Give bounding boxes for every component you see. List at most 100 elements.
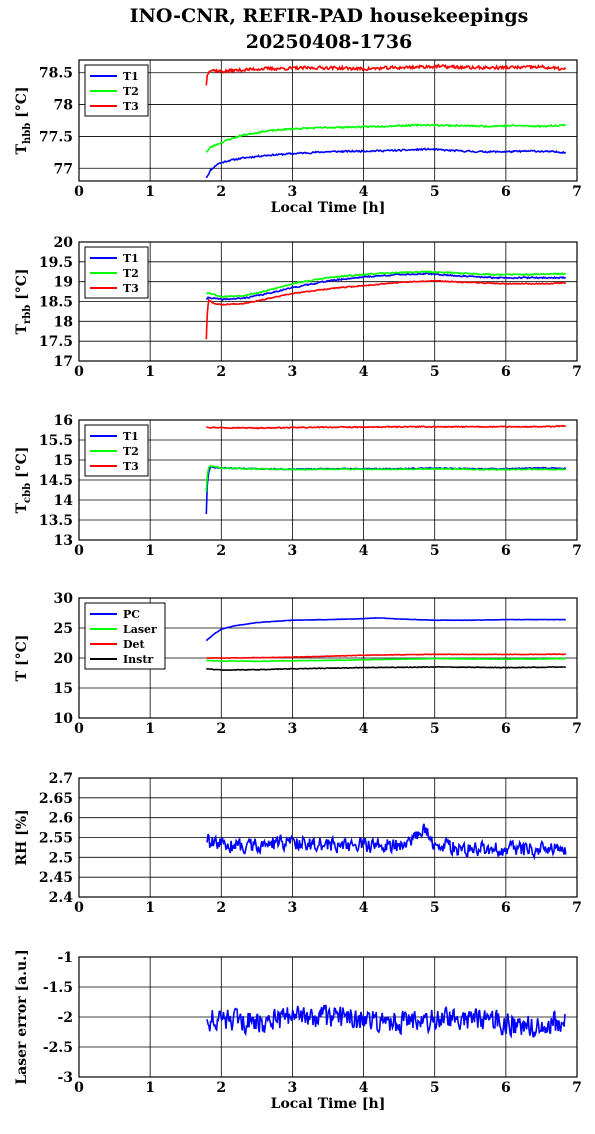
x-tick-label: 4 [359,721,369,737]
y-tick-label: 2.7 [49,771,73,787]
series-line-pc [205,616,566,642]
x-tick-label: 1 [145,900,155,916]
legend-label-laser: Laser [123,623,157,636]
y-axis-label: Thbb [°C] [14,87,33,155]
x-tick-label: 4 [359,184,369,200]
legend: T1 T2 T3 [84,246,149,299]
x-tick-label: 6 [501,543,511,559]
y-tick-label: 25 [54,621,73,637]
y-tick-label: 10 [54,711,74,727]
plot-frame [78,777,578,898]
series-line-data [206,1004,566,1039]
y-tick-label: 2.5 [49,850,73,866]
x-tick-label: 7 [572,900,582,916]
x-tick-label: 6 [501,721,511,737]
legend-label-t3: T3 [123,282,139,295]
series-line-laser [206,657,566,663]
plot-frame [78,597,578,719]
x-tick-label: 0 [74,364,84,380]
x-tick-label: 3 [288,364,298,380]
series-line-t3 [206,424,566,430]
x-tick-label: 2 [216,721,226,737]
series-line-det [206,653,566,660]
x-tick-label: 6 [501,184,511,200]
x-tick-label: 1 [145,721,155,737]
x-tick-label: 1 [145,543,155,559]
x-axis-label: Local Time [h] [271,200,386,216]
x-tick-label: 3 [288,1080,298,1096]
y-tick-label: -1 [57,950,73,966]
y-tick-label: 30 [54,591,74,607]
y-tick-label: 14.5 [39,473,73,489]
y-tick-label: 77.5 [39,129,73,145]
x-tick-label: 7 [572,1080,582,1096]
x-tick-label: 2 [216,543,226,559]
y-tick-label: 16 [54,413,73,429]
y-tick-label: 20 [54,235,74,251]
y-tick-label: 2.65 [39,791,73,807]
y-tick-label: 17.5 [39,334,73,350]
legend: T1 T2 T3 [84,64,149,117]
series-line-t2 [205,123,567,153]
series-line-t1 [205,272,567,302]
x-tick-label: 2 [216,900,226,916]
y-tick-label: -1.5 [43,980,73,996]
y-axis-label: Trbb [°C] [14,269,33,335]
y-tick-label: 19 [54,275,73,291]
x-tick-label: 7 [572,364,582,380]
x-tick-label: 4 [359,543,369,559]
legend-label-t2: T2 [123,267,139,280]
y-tick-label: 77 [54,161,73,177]
y-tick-label: 15.5 [39,433,73,449]
x-tick-label: 1 [145,184,155,200]
panel-1: 77 77.5 78 78.5 0 1 2 3 4 5 6 7 Local Time [h] Thbb [… [14,59,582,216]
y-axis-label: RH [%] [14,809,30,865]
x-tick-label: 7 [572,543,582,559]
legend-label-t1: T1 [123,70,139,83]
x-tick-label: 5 [430,721,440,737]
y-axis-label: T [°C] [14,635,30,682]
x-tick-label: 3 [288,900,298,916]
x-tick-label: 3 [288,184,298,200]
panel-4: 10 15 20 25 30 0 1 2 3 4 5 6 7 T [°C] PC Laser Det Instr [14,591,582,737]
series-line-data [206,823,567,861]
legend-label-pc: PC [123,608,140,621]
y-tick-label: 2.45 [39,870,73,886]
plot-frame [78,241,578,362]
x-tick-label: 1 [145,1080,155,1096]
x-tick-label: 4 [359,900,369,916]
plot-frame [78,956,578,1078]
x-tick-label: 6 [501,1080,511,1096]
x-tick-label: 3 [288,721,298,737]
series-line-t1 [205,465,567,515]
y-tick-label: 15 [54,681,73,697]
x-tick-label: 4 [359,1080,369,1096]
y-tick-label: -2 [57,1010,73,1026]
y-axis-label: Laser error [a.u.] [14,949,30,1084]
legend-label-t3: T3 [123,460,139,473]
x-tick-label: 6 [501,364,511,380]
panel-6: -3 -2.5 -2 -1.5 -1 0 1 2 3 4 5 6 7 Local Time [h] Lase… [14,949,582,1112]
series-line-t3 [205,279,567,340]
y-tick-label: 17 [54,354,73,370]
y-tick-label: 18.5 [39,295,73,311]
y-tick-label: 13 [54,533,73,549]
y-tick-label: 15 [54,453,73,469]
x-tick-label: 7 [572,184,582,200]
x-tick-label: 2 [216,364,226,380]
series-line-t2 [205,269,566,299]
x-tick-label: 3 [288,543,298,559]
x-tick-label: 5 [430,364,440,380]
legend-label-t2: T2 [123,85,139,98]
legend: T1 T2 T3 [84,424,149,477]
legend-label-det: Det [123,638,146,651]
y-tick-label: 14 [54,493,74,509]
x-tick-label: 7 [572,721,582,737]
x-tick-label: 1 [145,364,155,380]
y-tick-label: 78.5 [39,66,73,82]
y-tick-label: 2.4 [49,890,74,906]
